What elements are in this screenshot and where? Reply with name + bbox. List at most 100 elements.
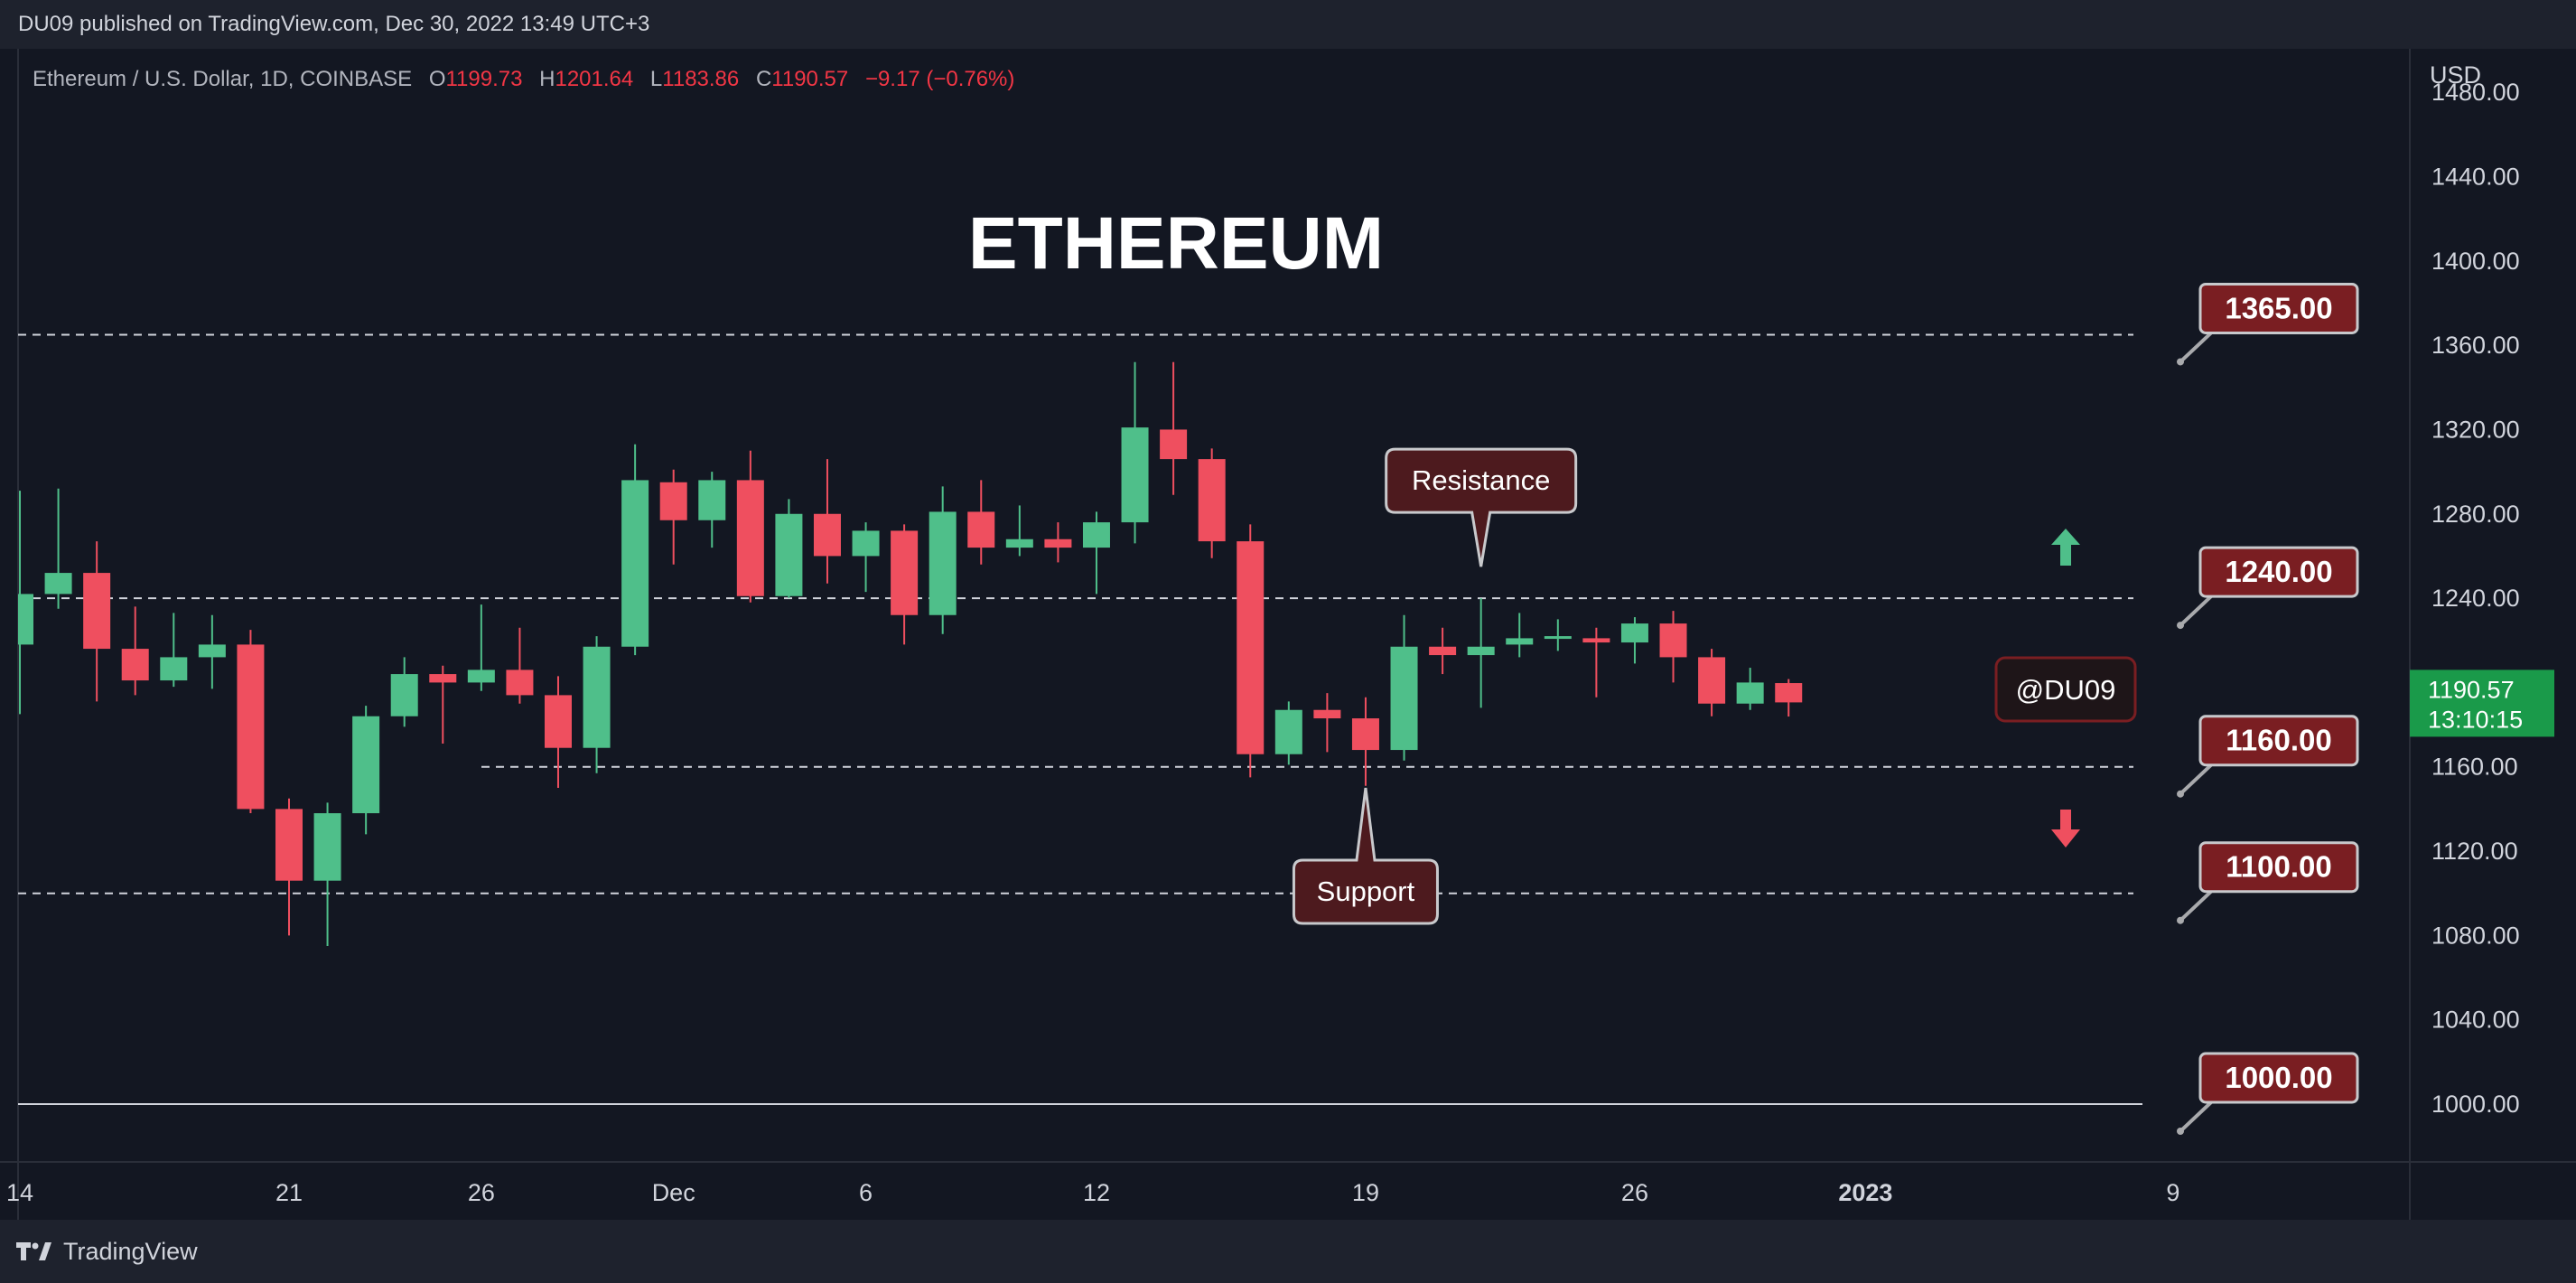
plot-area [6,333,2142,1105]
candle-body [736,480,764,596]
y-tick-label: 1360.00 [2431,332,2520,359]
candle[interactable] [1160,361,1188,495]
candle-body [1274,709,1302,754]
candle[interactable] [160,613,188,688]
x-tick-label: 21 [275,1179,303,1206]
candle[interactable] [6,491,34,715]
y-tick-label: 1000.00 [2431,1091,2520,1118]
candle[interactable] [352,706,380,835]
candle-body [1044,538,1072,548]
level-label-text: 1240.00 [2225,555,2332,588]
candle[interactable] [967,480,995,565]
candle[interactable] [1698,649,1726,716]
level-label-text: 1100.00 [2226,850,2331,884]
price-chart[interactable]: ETHEREUM Resistance Support @DU09 1365.00 124… [0,49,2576,1220]
footer-bar: TradingView [0,1220,2576,1283]
candle[interactable] [1390,614,1418,761]
level-label-text: 1000.00 [2225,1061,2332,1094]
candle[interactable] [813,459,841,584]
candle-body [1121,427,1149,523]
candle-body [121,649,149,681]
close-label: C [755,67,772,91]
candle[interactable] [1082,511,1110,595]
candle[interactable] [390,657,418,727]
x-tick-label: 19 [1352,1179,1379,1206]
candle-body [1467,646,1495,656]
level-label-1160.00: 1160.00 [2177,715,2359,798]
candle[interactable] [891,524,919,645]
candle[interactable] [1044,522,1072,563]
candle-body [1237,541,1265,754]
support-callout[interactable]: Support [1292,787,1439,925]
candle-body [83,573,111,650]
candle[interactable] [44,488,72,609]
support-callout-text: Support [1317,876,1415,907]
resistance-callout[interactable]: Resistance [1385,447,1578,567]
candle[interactable] [929,486,957,634]
x-tick-label: 2023 [1838,1179,1892,1206]
candle[interactable] [544,676,572,789]
candle[interactable] [1351,697,1379,786]
last-price-badge[interactable]: 1190.57 13:10:15 [2410,670,2554,737]
candle-body [198,644,226,658]
candle[interactable] [121,606,149,696]
candle-body [659,482,687,520]
candle-body [1198,459,1226,542]
tradingview-logo-icon[interactable] [16,1241,54,1262]
candle[interactable] [506,627,534,704]
candle[interactable] [621,444,649,656]
candle[interactable] [1005,505,1033,557]
candle-body [160,657,188,681]
candle[interactable] [1544,619,1572,651]
candle[interactable] [659,469,687,565]
candle[interactable] [1274,701,1302,765]
watermark-box [1994,656,2137,723]
candle[interactable] [736,450,764,603]
candle[interactable] [467,604,495,691]
candle[interactable] [775,499,803,599]
candle[interactable] [275,798,303,936]
candle-body [429,674,457,683]
candle-body [1429,646,1457,656]
candle-body [1775,683,1803,703]
candle[interactable] [1506,613,1534,658]
candle[interactable] [698,472,726,548]
level-label-1365.00: 1365.00 [2177,282,2359,366]
candle[interactable] [237,630,265,814]
candle[interactable] [313,802,341,947]
candle[interactable] [1582,627,1610,698]
candle[interactable] [1736,668,1764,710]
candle[interactable] [1121,361,1149,544]
candle[interactable] [583,636,611,773]
low-value: 1183.86 [662,67,740,91]
candle[interactable] [429,665,457,745]
y-tick-label: 1440.00 [2431,163,2520,190]
y-tick-label: 1280.00 [2431,501,2520,528]
y-tick-label: 1120.00 [2431,838,2518,865]
candle[interactable] [1237,524,1265,778]
x-tick-label: 26 [468,1179,495,1206]
level-label-1100.00: 1100.00 [2177,841,2359,924]
candle[interactable] [1198,448,1226,558]
y-tick-label: 1400.00 [2431,248,2520,275]
candle[interactable] [1313,693,1341,753]
candle[interactable] [1775,679,1803,717]
candle[interactable] [1659,611,1687,683]
open-label: O [428,67,446,91]
candle-body [390,674,418,716]
candle[interactable] [852,522,880,593]
high-value: 1201.64 [555,67,634,91]
candle-body [1160,429,1188,460]
brand-name: TradingView [63,1237,198,1265]
candle[interactable] [1467,598,1495,708]
candle[interactable] [83,541,111,702]
candle-body [1582,638,1610,643]
candle[interactable] [1620,617,1648,664]
candle-body [621,480,649,647]
candle[interactable] [198,614,226,689]
candle-body [852,530,880,557]
close-value: 1190.57 [771,67,849,91]
candle-body [583,646,611,748]
candle[interactable] [1429,627,1457,675]
low-label: L [649,67,663,91]
